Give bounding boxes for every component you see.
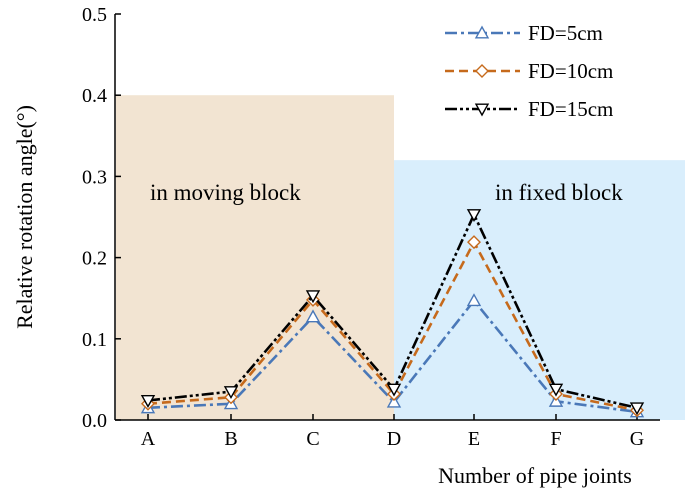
- series-2: [140, 209, 645, 416]
- legend-entry-1: FD=10cm: [445, 59, 613, 83]
- x-tick-label: F: [550, 428, 561, 450]
- data-point: [305, 309, 321, 323]
- data-point: [140, 395, 156, 408]
- data-point: [467, 235, 481, 250]
- y-axis-label: Relative rotation angle(°): [12, 105, 37, 329]
- y-tick-label: 0.3: [82, 166, 107, 188]
- y-tick-label: 0.1: [82, 329, 107, 351]
- legend-marker: [474, 103, 490, 117]
- x-tick-label: C: [306, 428, 319, 450]
- x-tick-label: E: [468, 428, 480, 450]
- axes: [114, 14, 660, 421]
- y-tick-label: 0.4: [82, 85, 107, 107]
- data-point: [223, 386, 239, 400]
- legend-marker: [474, 25, 490, 39]
- legend-entry-2: FD=15cm: [445, 97, 613, 121]
- data-point: [466, 209, 482, 223]
- data-point: [466, 293, 482, 307]
- legend-marker: [475, 64, 489, 78]
- legend: FD=5cm FD=10cm FD=15cm: [445, 21, 613, 121]
- region-labels: in moving block in fixed block: [150, 180, 623, 205]
- x-ticks: A B C D E F G: [141, 414, 644, 450]
- data-point: [629, 402, 645, 416]
- legend-label: FD=10cm: [528, 59, 613, 83]
- series-lines: [140, 209, 645, 418]
- shaded-regions: [116, 95, 685, 420]
- x-axis-label: Number of pipe joints: [438, 463, 632, 488]
- y-tick-label: 0.0: [82, 410, 107, 432]
- region-label-fixed: in fixed block: [495, 180, 623, 205]
- region-1: [394, 160, 685, 420]
- data-point: [305, 290, 321, 304]
- y-tick-label: 0.2: [82, 248, 107, 270]
- data-point: [386, 383, 402, 397]
- region-label-moving: in moving block: [150, 180, 301, 205]
- legend-entry-0: FD=5cm: [445, 21, 603, 45]
- data-point: [386, 394, 402, 408]
- y-tick-label: 0.5: [82, 4, 107, 26]
- legend-label: FD=5cm: [528, 21, 603, 45]
- x-tick-label: D: [387, 428, 401, 450]
- y-ticks: 0.0 0.1 0.2 0.3 0.4 0.5: [82, 4, 121, 432]
- x-tick-label: B: [224, 428, 237, 450]
- region-0: [116, 95, 394, 420]
- x-tick-label: G: [630, 428, 644, 450]
- data-point: [548, 383, 564, 397]
- x-tick-label: A: [141, 428, 156, 450]
- legend-label: FD=15cm: [528, 97, 613, 121]
